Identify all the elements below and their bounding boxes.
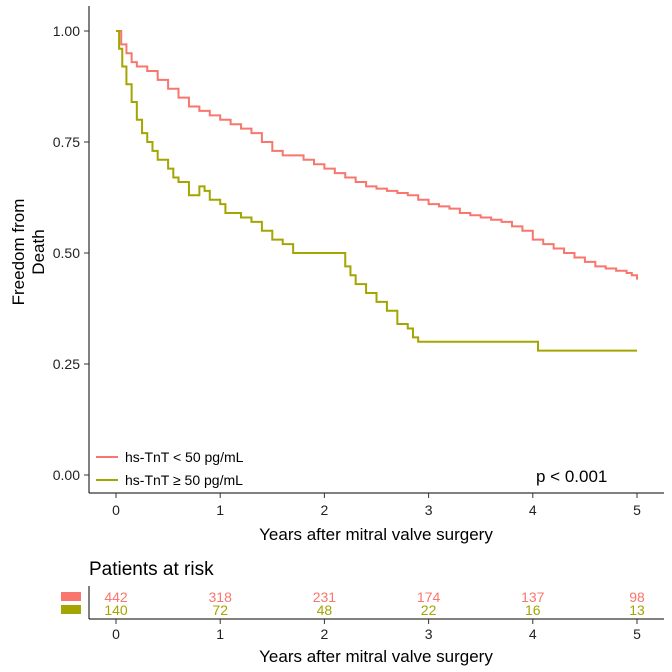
risk-count: 318 [209,589,233,605]
risk-table-rows: 442 318 231 174 137 98 140 72 48 22 16 13 [61,589,645,618]
survival-curve-series-1 [116,30,637,352]
y-tick-label: 0.25 [53,356,80,372]
risk-x-tick-label: 2 [321,626,329,642]
risk-count: 442 [104,589,128,605]
risk-x-tick-label: 4 [529,626,537,642]
x-tick-label: 4 [529,502,537,518]
x-tick-label: 0 [112,502,120,518]
risk-count: 22 [421,602,437,618]
risk-count: 16 [525,602,541,618]
risk-x-tick-label: 0 [112,626,120,642]
y-tick-label: 0.00 [53,467,80,483]
risk-count: 48 [317,602,333,618]
risk-table-title: Patients at risk [89,559,214,580]
risk-count: 98 [629,589,645,605]
x-axis-title: Years after mitral valve surgery [259,525,493,544]
y-tick-label: 1.00 [53,23,80,39]
y-tick-group: 0.00 0.25 0.50 0.75 1.00 [53,23,89,483]
risk-x-tick-label: 3 [425,626,433,642]
legend: hs-TnT < 50 pg/mL hs-TnT ≥ 50 pg/mL [96,449,244,488]
risk-count: 140 [104,602,128,618]
x-tick-label: 5 [633,502,641,518]
legend-label-low-tnt: hs-TnT < 50 pg/mL [125,449,244,465]
y-axis-title-line2: Death [29,229,48,274]
legend-label-high-tnt: hs-TnT ≥ 50 pg/mL [125,472,243,488]
survival-curve-series-0 [116,30,638,280]
y-axis-title-line1: Freedom from [9,199,28,306]
risk-count: 231 [313,589,337,605]
risk-x-tick-label: 5 [633,626,641,642]
risk-count: 13 [629,602,645,618]
risk-x-tick-label: 1 [216,626,224,642]
risk-count: 174 [417,589,441,605]
risk-count: 72 [212,602,228,618]
y-tick-label: 0.50 [53,245,80,261]
survival-curves [116,30,638,352]
risk-row-color-key [61,592,81,601]
risk-row-color-key [61,605,81,614]
main-plot-axes [88,6,664,494]
risk-table-x-axis-title: Years after mitral valve surgery [259,647,493,666]
x-tick-group: 0 1 2 3 4 5 [112,493,641,518]
x-tick-label: 3 [425,502,433,518]
risk-count: 137 [521,589,545,605]
risk-table-x-ticks: 0 1 2 3 4 5 [112,619,641,642]
y-tick-label: 0.75 [53,134,80,150]
p-value-annotation: p < 0.001 [536,467,607,486]
x-tick-label: 1 [216,502,224,518]
x-tick-label: 2 [321,502,329,518]
